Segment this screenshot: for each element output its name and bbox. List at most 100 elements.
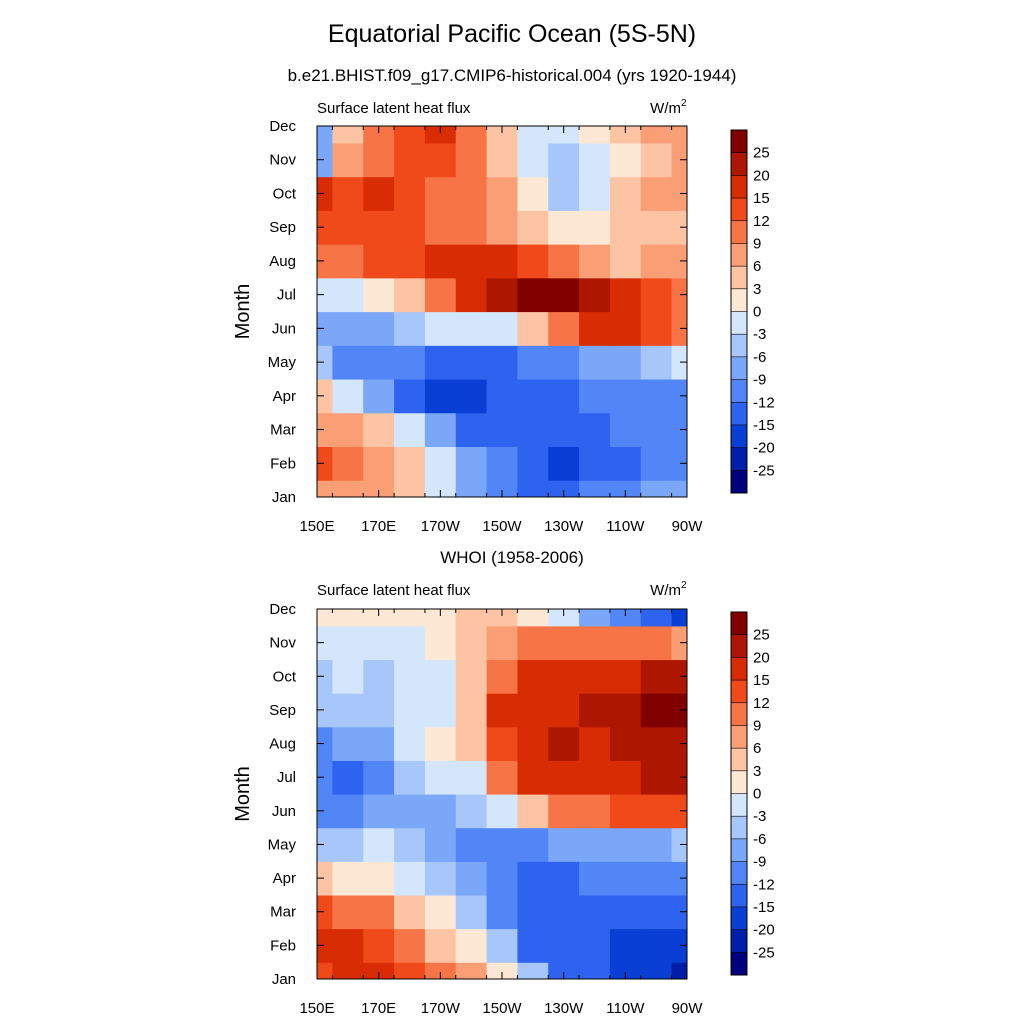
panel-2: Jan Feb Mar Apr May Jun Jul Aug Sep Oct Nov Dec 150E… (232, 580, 775, 1017)
heatmap-cell (609, 345, 642, 380)
heatmap-cell (517, 378, 549, 414)
heatmap-cell (455, 726, 488, 761)
heatmap-cell (486, 726, 519, 761)
heatmap-cell (671, 827, 687, 862)
colorbar-bin (731, 634, 747, 658)
heatmap-cell (455, 345, 488, 380)
heatmap-cell (517, 277, 549, 313)
heatmap-cell (363, 827, 395, 862)
heatmap-cell (517, 480, 549, 497)
heatmap-cell (579, 378, 611, 414)
heatmap-cell (548, 861, 580, 896)
heatmap-cell (640, 609, 673, 627)
y-tick-label: Oct (273, 668, 297, 685)
heatmap-cell (486, 210, 519, 245)
heatmap-cell (579, 894, 611, 930)
heatmap-cell (332, 210, 364, 245)
heatmap-cell (548, 827, 580, 862)
heatmap-cell (455, 126, 488, 144)
heatmap-cell (579, 176, 611, 211)
heatmap-cell (640, 142, 673, 178)
y-axis-label: Month (232, 766, 254, 822)
heatmap-cell (332, 126, 364, 144)
heatmap-cell (317, 962, 334, 979)
x-tick-label: 150E (299, 518, 334, 535)
heatmap-cell (394, 827, 426, 862)
heatmap-cell (363, 962, 395, 979)
heatmap-cell (579, 480, 611, 497)
colorbar-bin (731, 612, 747, 635)
heatmap-cell (317, 794, 334, 829)
heatmap-cell (517, 446, 549, 481)
heatmap-cell (332, 142, 364, 178)
heatmap-cell (640, 311, 673, 346)
heatmap-cell (317, 244, 334, 279)
heatmap-cell (579, 446, 611, 481)
heatmap-cell (317, 760, 334, 795)
panel-2-title: WHOI (1958-2006) (440, 548, 584, 567)
heatmap-cell (517, 625, 549, 661)
units-exponent: 2 (681, 580, 687, 591)
heatmap-cell (332, 894, 364, 930)
heatmap-cell (609, 176, 642, 211)
heatmap-cell (394, 693, 426, 728)
y-tick-label: Jun (272, 320, 296, 337)
colorbar-bin (731, 220, 747, 244)
heatmap-cell (548, 928, 580, 963)
figure-subtitle: b.e21.BHIST.f09_g17.CMIP6-historical.004… (287, 66, 737, 85)
heatmap-cell (424, 345, 457, 380)
heatmap-cell (548, 142, 580, 178)
heatmap-cell (486, 827, 519, 862)
heatmap-cell (579, 861, 611, 896)
heatmap-cell (548, 726, 580, 761)
heatmap-cell (394, 378, 426, 414)
heatmap-cell (332, 244, 364, 279)
x-tick-label: 150W (482, 1000, 522, 1017)
heatmap-cell (455, 378, 488, 414)
heatmap-cell (455, 827, 488, 862)
heatmap-cell (579, 928, 611, 963)
heatmap-cell (579, 962, 611, 979)
colorbar-label: 12 (753, 213, 770, 230)
heatmap-cell (332, 760, 364, 795)
heatmap-cell (317, 827, 334, 862)
heatmap-cell (486, 378, 519, 414)
x-tick-label: 150E (299, 1000, 334, 1017)
heatmap-cell (640, 176, 673, 211)
heatmap-cell (363, 277, 395, 313)
y-tick-label: Apr (273, 870, 296, 887)
heatmap-cell (424, 126, 457, 144)
heatmap-cell (548, 176, 580, 211)
heatmap-cell (671, 659, 687, 694)
heatmap-cell (486, 962, 519, 979)
heatmap-cell (455, 928, 488, 963)
heatmap-cell (517, 176, 549, 211)
heatmap-cell (424, 277, 457, 313)
y-tick-label: Feb (270, 937, 296, 954)
heatmap-cell (609, 962, 642, 979)
heatmap-cell (394, 794, 426, 829)
heatmap-cell (579, 142, 611, 178)
colorbar-bin (731, 266, 747, 290)
heatmap-cell (486, 345, 519, 380)
heatmap-cell (394, 480, 426, 497)
heatmap-cell (609, 609, 642, 627)
heatmap-cell (455, 625, 488, 661)
colorbar-label: 9 (753, 717, 761, 734)
heatmap-cell (455, 142, 488, 178)
heatmap-cell (332, 928, 364, 963)
heatmap-cell (424, 176, 457, 211)
heatmap-cell (579, 693, 611, 728)
y-tick-label: Sep (269, 702, 296, 719)
heatmap-cells (317, 609, 687, 979)
heatmap-cell (363, 311, 395, 346)
heatmap-cell (609, 827, 642, 862)
colorbar-bin (731, 838, 747, 862)
heatmap-cell (486, 244, 519, 279)
units-label: W/m (650, 582, 681, 599)
heatmap-cell (486, 760, 519, 795)
heatmap-cell (424, 894, 457, 930)
heatmap-cell (671, 142, 687, 178)
heatmap-cell (394, 928, 426, 963)
heatmap-cell (671, 345, 687, 380)
